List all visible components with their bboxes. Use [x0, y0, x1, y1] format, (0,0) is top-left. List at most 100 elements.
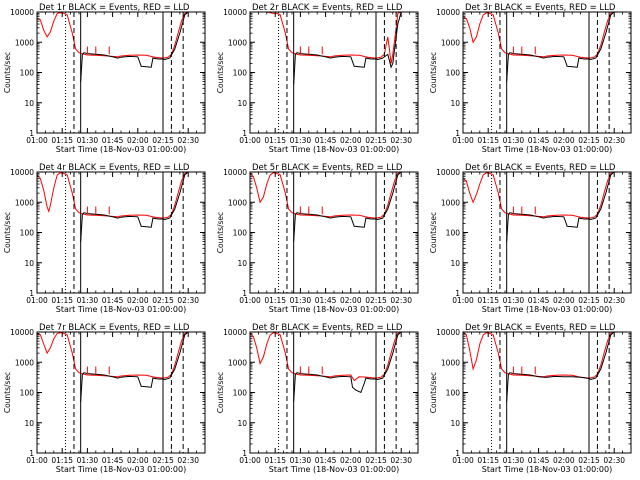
x-tick-label: 01:15: [477, 136, 499, 145]
x-tick-label: 01:30: [503, 136, 525, 145]
y-tick-label: 1000: [15, 358, 34, 367]
x-tick-label: 01:15: [51, 136, 73, 145]
y-tick-label: 10000: [223, 328, 247, 337]
x-tick-label: 02:30: [177, 136, 199, 145]
y-tick-label: 1000: [441, 198, 460, 207]
panel-title: Det 4r BLACK = Events, RED = LLD: [39, 163, 190, 173]
y-tick-label: 10000: [436, 328, 460, 337]
panel-6: Det 6r BLACK = Events, RED = LLD 1 10 100 10…: [429, 163, 632, 314]
y-tick-label: 10000: [436, 8, 460, 17]
axes-frame: [36, 11, 206, 134]
x-tick-label: 01:00: [452, 296, 474, 305]
series-events-line: [506, 332, 615, 402]
y-tick-label: 1: [29, 289, 34, 298]
plot-area: [250, 332, 402, 453]
panel-8: Det 8r BLACK = Events, RED = LLD 1 10 100 10…: [216, 323, 419, 474]
axes-frame: [462, 331, 632, 454]
series-lld-line: [37, 12, 189, 59]
x-tick-label: 01:00: [239, 296, 261, 305]
x-tick-label: 02:00: [340, 296, 362, 305]
y-tick-label: 1: [242, 129, 247, 138]
x-tick-label: 02:15: [152, 296, 174, 305]
y-tick-label: 10: [237, 99, 247, 108]
x-tick-label: 02:15: [578, 136, 600, 145]
plot-area: [37, 12, 189, 133]
x-tick-label: 02:30: [603, 296, 625, 305]
x-tick-label: 02:00: [127, 296, 149, 305]
y-tick-label: 1000: [441, 38, 460, 47]
y-tick-label: 10: [450, 419, 460, 428]
y-tick-label: 1: [455, 449, 460, 458]
y-tick-label: 10000: [10, 328, 34, 337]
y-tick-label: 1: [242, 449, 247, 458]
x-tick-label: 02:00: [127, 456, 149, 465]
y-tick-label: 1000: [15, 198, 34, 207]
plot-area: [463, 12, 615, 133]
panel-3: Det 3r BLACK = Events, RED = LLD 1 10 100 10…: [429, 3, 632, 154]
x-tick-label: 01:45: [315, 136, 337, 145]
x-tick-label: 01:30: [503, 456, 525, 465]
panel-title: Det 5r BLACK = Events, RED = LLD: [252, 163, 403, 173]
series-lld-line: [463, 12, 615, 59]
x-tick-label: 01:30: [77, 456, 99, 465]
axes-frame: [249, 331, 419, 454]
y-axis-label: Counts/sec: [3, 372, 12, 413]
y-tick-label: 1000: [441, 358, 460, 367]
x-axis-label: Start Time (18-Nov-03 01:00:00): [269, 145, 399, 154]
x-tick-label: 01:00: [26, 456, 48, 465]
x-axis-label: Start Time (18-Nov-03 01:00:00): [56, 465, 186, 474]
x-tick-label: 02:00: [340, 136, 362, 145]
x-tick-label: 01:45: [528, 456, 550, 465]
x-tick-label: 01:15: [264, 136, 286, 145]
y-axis-label: Counts/sec: [3, 212, 12, 253]
x-tick-label: 01:30: [77, 296, 99, 305]
series-lld-line: [250, 172, 402, 219]
y-axis-label: Counts/sec: [216, 52, 225, 93]
x-axis-label: Start Time (18-Nov-03 01:00:00): [482, 145, 612, 154]
x-tick-label: 01:15: [477, 296, 499, 305]
series-events-line: [506, 12, 615, 82]
y-axis-label: Counts/sec: [3, 52, 12, 93]
y-tick-label: 10: [237, 259, 247, 268]
x-axis-label: Start Time (18-Nov-03 01:00:00): [56, 145, 186, 154]
x-axis-label: Start Time (18-Nov-03 01:00:00): [482, 465, 612, 474]
x-axis-label: Start Time (18-Nov-03 01:00:00): [56, 305, 186, 314]
series-events-line: [506, 172, 615, 242]
x-tick-label: 01:00: [26, 136, 48, 145]
y-tick-label: 10000: [436, 168, 460, 177]
series-events-line: [80, 12, 189, 82]
y-tick-label: 10: [237, 419, 247, 428]
x-axis-label: Start Time (18-Nov-03 01:00:00): [269, 465, 399, 474]
x-tick-label: 02:30: [390, 456, 412, 465]
x-tick-label: 01:45: [102, 136, 124, 145]
y-tick-label: 10: [24, 419, 34, 428]
x-tick-label: 01:45: [102, 296, 124, 305]
plot-area: [463, 332, 615, 453]
x-tick-label: 01:00: [452, 136, 474, 145]
y-axis-label: Counts/sec: [429, 212, 438, 253]
panel-4: Det 4r BLACK = Events, RED = LLD 1 10 100 10…: [3, 163, 206, 314]
panel-title: Det 2r BLACK = Events, RED = LLD: [252, 3, 403, 13]
x-tick-label: 02:15: [152, 456, 174, 465]
plot-area: [37, 172, 189, 293]
x-tick-label: 02:15: [578, 296, 600, 305]
series-events-line: [80, 172, 189, 242]
x-tick-label: 01:15: [51, 296, 73, 305]
y-tick-label: 100: [446, 229, 461, 238]
y-tick-label: 100: [20, 229, 35, 238]
y-axis-label: Counts/sec: [429, 52, 438, 93]
axes-frame: [36, 331, 206, 454]
y-tick-label: 100: [233, 229, 248, 238]
x-tick-label: 01:45: [315, 296, 337, 305]
panel-2: Det 2r BLACK = Events, RED = LLD 1 10 100 10…: [216, 3, 419, 154]
x-tick-label: 02:30: [390, 296, 412, 305]
x-tick-label: 01:00: [452, 456, 474, 465]
x-tick-label: 02:00: [553, 296, 575, 305]
x-tick-label: 02:30: [603, 456, 625, 465]
panel-7: Det 7r BLACK = Events, RED = LLD 1 10 100 10…: [3, 323, 206, 474]
series-events-line: [293, 172, 402, 242]
series-lld-line: [250, 332, 402, 382]
x-axis-label: Start Time (18-Nov-03 01:00:00): [482, 305, 612, 314]
x-tick-label: 01:45: [102, 456, 124, 465]
x-tick-label: 02:00: [127, 136, 149, 145]
